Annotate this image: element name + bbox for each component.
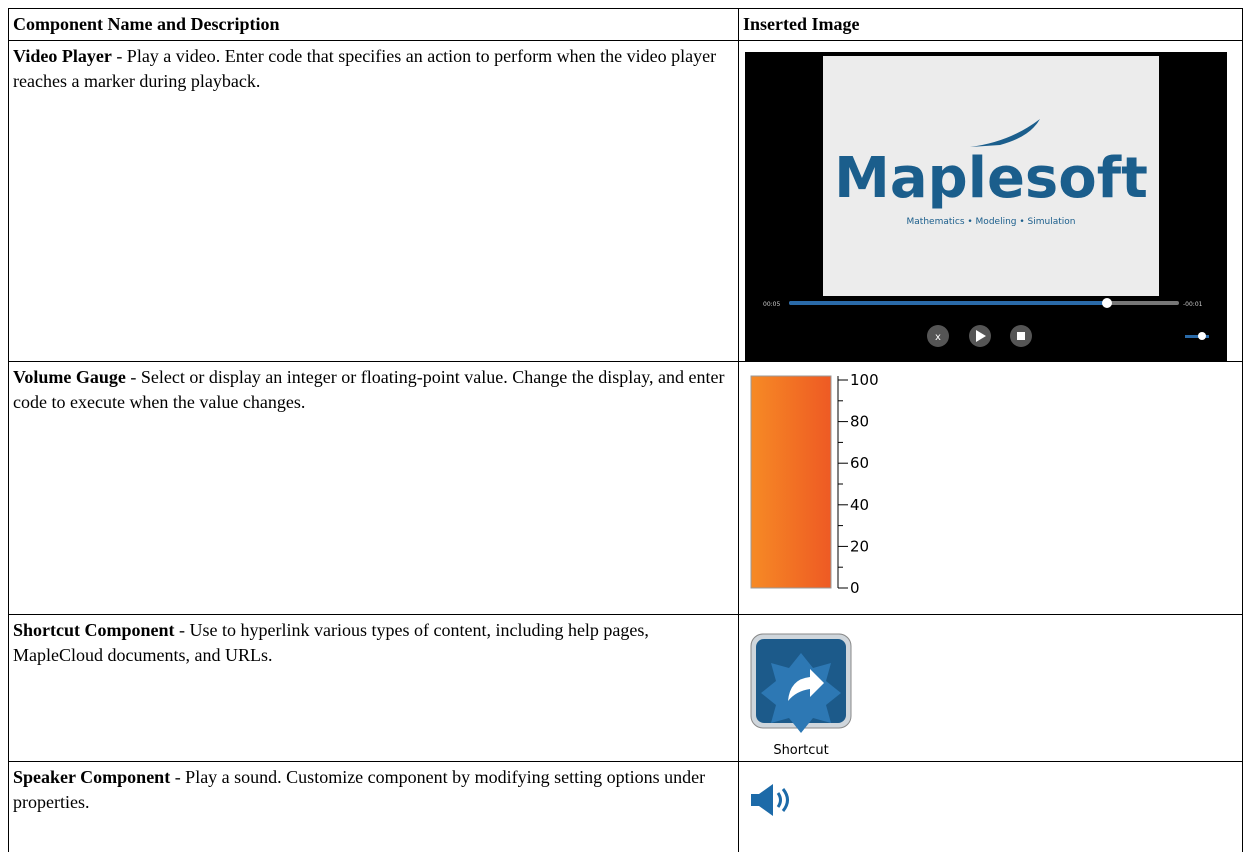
gauge-label: 40 — [850, 496, 869, 514]
cell: Speaker Component - Play a sound. Custom… — [8, 761, 739, 852]
gauge-label: 20 — [850, 537, 869, 555]
shortcut-label: Shortcut — [773, 743, 828, 758]
header-cell: Component Name and Description — [8, 8, 739, 41]
component-description: - Select or display an integer or floati… — [13, 367, 725, 412]
remaining: -00:01 — [1183, 301, 1203, 308]
component-description: - Use to hyperlink various types of cont… — [13, 620, 649, 665]
header-cell: Inserted Image — [738, 8, 1243, 41]
cell: Video Player - Play a video. Enter code … — [8, 40, 739, 362]
component-name: Shortcut Component — [13, 620, 175, 640]
component-name: Speaker Component — [13, 767, 171, 787]
row: Shortcut Component - Use to hyperlink va… — [8, 614, 1243, 762]
component-description: - Play a video. Enter code that specifie… — [13, 46, 717, 91]
video-player: Maplesoft Mathematics • Modeling • Simul… — [745, 52, 1227, 362]
row: Video Player - Play a video. Enter code … — [8, 40, 1243, 362]
row: Speaker Component - Play a sound. Custom… — [8, 761, 1243, 852]
component-name: Volume Gauge — [13, 367, 126, 387]
shortcut-icon: Shortcut — [750, 633, 852, 758]
cell: Shortcut Component - Use to hyperlink va… — [8, 614, 739, 762]
component-name: Video Player — [13, 46, 112, 66]
volume-gauge: 100 80 60 40 20 0 — [750, 374, 879, 597]
elapsed: 00:05 — [763, 301, 780, 308]
image-cell: 100 80 60 40 20 0 — [738, 361, 1243, 615]
brand: Maplesoft — [834, 146, 1148, 211]
tagline: Mathematics • Modeling • Simulation — [907, 217, 1076, 227]
component-description: - Play a sound. Customize component by m… — [13, 767, 706, 812]
speaker-icon — [751, 784, 789, 816]
component-table: Component Name and Description Inserted … — [8, 8, 1243, 852]
gauge-label: 60 — [850, 454, 869, 472]
svg-text:x: x — [935, 332, 941, 343]
gauge-label: 100 — [850, 374, 879, 389]
header-row: Component Name and Description Inserted … — [8, 8, 1243, 41]
row: Volume Gauge - Select or display an inte… — [8, 361, 1243, 615]
image-cell: Maplesoft Mathematics • Modeling • Simul… — [738, 40, 1243, 362]
gauge-label: 0 — [850, 579, 860, 597]
cell: Volume Gauge - Select or display an inte… — [8, 361, 739, 615]
image-cell: Shortcut — [738, 614, 1243, 762]
gauge-label: 80 — [850, 413, 869, 431]
image-cell — [738, 761, 1243, 852]
